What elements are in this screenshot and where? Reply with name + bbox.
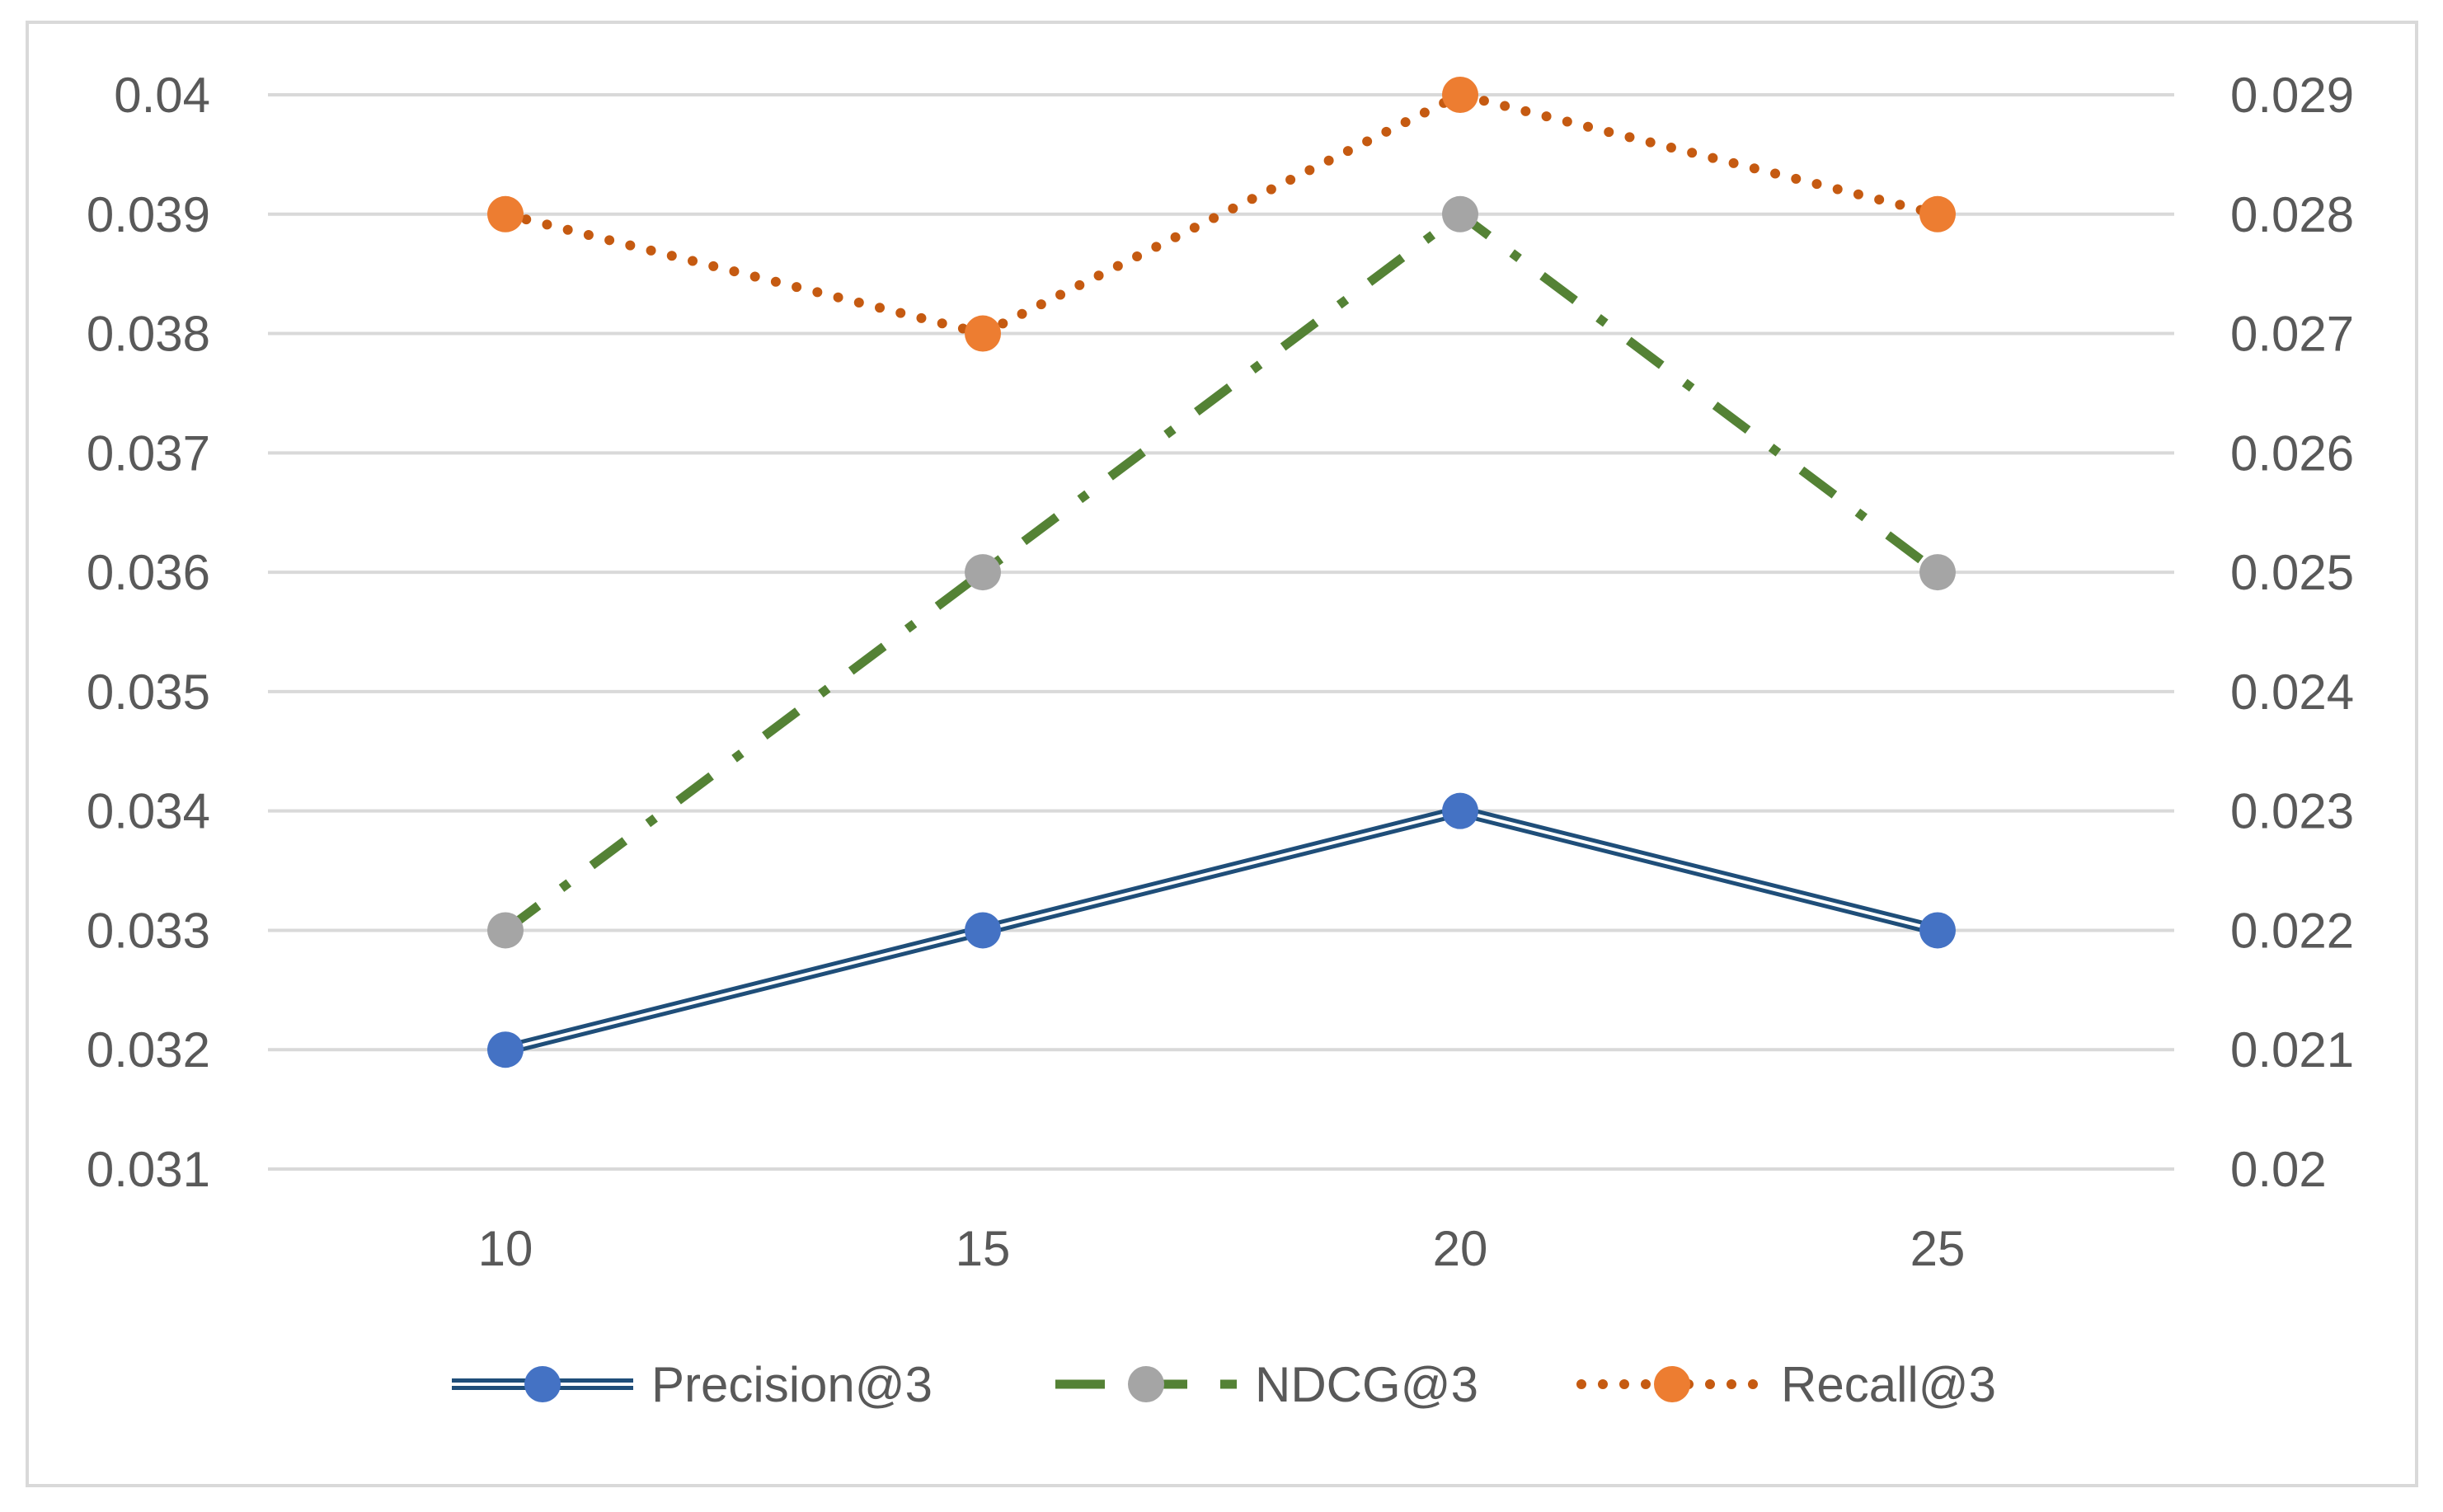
data-point: [965, 554, 1001, 591]
x-tick-label: 15: [956, 1221, 1011, 1276]
legend-label: Precision@3: [651, 1357, 933, 1412]
right-tick-label: 0.024: [2230, 664, 2354, 720]
data-point: [965, 315, 1001, 352]
series-precision-at-3: [487, 792, 1956, 1068]
right-tick-label: 0.022: [2230, 903, 2354, 958]
right-tick-label: 0.027: [2230, 307, 2354, 362]
left-tick-label: 0.032: [87, 1022, 210, 1078]
legend-label: Recall@3: [1781, 1357, 1996, 1412]
legend-marker: [524, 1366, 561, 1402]
right-tick-label: 0.025: [2230, 545, 2354, 600]
left-tick-label: 0.04: [114, 68, 210, 123]
series-line: [505, 809, 1938, 1052]
data-point: [1442, 792, 1478, 829]
left-tick-label: 0.035: [87, 664, 210, 720]
data-point: [1919, 554, 1956, 591]
left-axis-ticks: 0.031 0.032 0.033 0.034 0.035 0.036 0.037 0.038…: [87, 68, 210, 1197]
left-tick-label: 0.034: [87, 784, 210, 839]
data-point: [487, 195, 524, 232]
right-tick-label: 0.02: [2230, 1142, 2327, 1197]
series-ndcg-at-3: [487, 195, 1956, 949]
right-axis-ticks: 0.02 0.021 0.022 0.023 0.024 0.025 0.026 0.027 0…: [2230, 68, 2354, 1197]
data-point: [1442, 77, 1478, 113]
x-tick-label: 10: [478, 1221, 533, 1276]
gridlines: [268, 93, 2174, 1171]
legend-label: NDCG@3: [1255, 1357, 1478, 1412]
x-tick-label: 20: [1433, 1221, 1488, 1276]
legend: Precision@3 NDCG@3 Recall@3: [452, 1357, 1996, 1412]
left-tick-label: 0.036: [87, 545, 210, 600]
data-point: [487, 1031, 524, 1068]
left-tick-label: 0.031: [87, 1142, 210, 1197]
data-point: [1442, 195, 1478, 232]
left-tick-label: 0.037: [87, 425, 210, 481]
legend-marker: [1654, 1366, 1690, 1402]
series-lines: [487, 77, 1956, 1068]
left-tick-label: 0.039: [87, 187, 210, 242]
data-point: [487, 912, 524, 949]
series-recall-at-3: [487, 77, 1956, 352]
data-point: [965, 912, 1001, 949]
right-tick-label: 0.029: [2230, 68, 2354, 123]
legend-item: Precision@3: [452, 1357, 933, 1412]
data-point: [1919, 195, 1956, 232]
left-tick-label: 0.038: [87, 307, 210, 362]
right-tick-label: 0.021: [2230, 1022, 2354, 1078]
x-axis-ticks: 10 15 20 25: [478, 1221, 1966, 1276]
right-tick-label: 0.023: [2230, 784, 2354, 839]
x-tick-label: 25: [1910, 1221, 1966, 1276]
chart-border: [26, 21, 2418, 1487]
data-point: [1919, 912, 1956, 949]
legend-marker: [1128, 1366, 1164, 1402]
right-tick-label: 0.028: [2230, 187, 2354, 242]
right-tick-label: 0.026: [2230, 425, 2354, 481]
series-line: [502, 208, 1941, 934]
legend-item: NDCG@3: [1055, 1357, 1478, 1412]
legend-item: Recall@3: [1576, 1357, 1996, 1412]
left-tick-label: 0.033: [87, 903, 210, 958]
